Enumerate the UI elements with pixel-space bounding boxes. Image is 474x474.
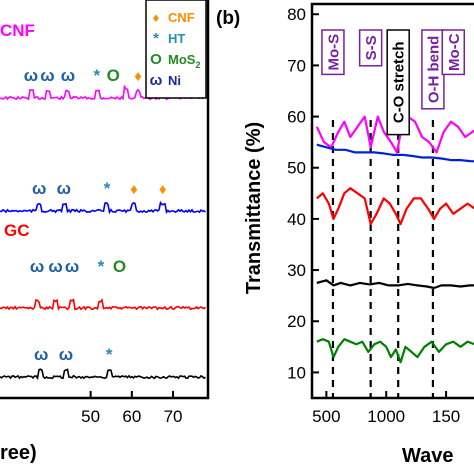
xrd-peak-marker-1-3: ♦ bbox=[130, 181, 138, 198]
legend-label-3: Ni bbox=[168, 73, 181, 88]
xrd-x-tick-label-2: 70 bbox=[164, 407, 183, 426]
xrd-x-ticks: 50 60 70 bbox=[81, 391, 183, 426]
ftir-y-tick-label-5: 60 bbox=[287, 108, 306, 127]
panel-label-b: (b) bbox=[216, 8, 240, 29]
xrd-x-tick-label-0: 50 bbox=[81, 407, 100, 426]
ftir-annotation-1: S-S bbox=[363, 35, 380, 60]
xrd-peak-marker-0-1: ω bbox=[40, 66, 54, 85]
xrd-peak-marker-1-1: ω bbox=[57, 179, 71, 198]
ftir-traces bbox=[315, 115, 474, 364]
ftir-y-tick-label-0: 10 bbox=[287, 363, 306, 382]
ftir-x-tick-label-1: 1000 bbox=[367, 407, 405, 426]
xrd-peak-marker-3-0: ω bbox=[34, 345, 48, 364]
xrd-peak-marker-1-0: ω bbox=[32, 179, 46, 198]
legend-symbol-1: * bbox=[153, 30, 159, 47]
ftir-y-ticks: 10 20 30 40 50 60 70 80 bbox=[287, 5, 319, 382]
xrd-trace-2 bbox=[0, 298, 207, 311]
xrd-x-axis-label: ree) bbox=[0, 442, 37, 464]
legend-symbol-0: ♦ bbox=[153, 10, 160, 25]
ftir-trace-4 bbox=[316, 338, 474, 364]
ftir-x-tick-label-0: 500 bbox=[312, 407, 340, 426]
ftir-x-axis-label: Wave bbox=[402, 445, 454, 467]
ftir-y-tick-label-3: 40 bbox=[287, 210, 306, 229]
xrd-peak-marker-3-1: ω bbox=[59, 345, 73, 364]
xrd-plot-frame bbox=[0, 0, 210, 400]
ftir-trace-3 bbox=[316, 279, 474, 290]
ftir-band-annotations: Mo-S S-S C-O stretch O-H bend Mo-C bbox=[321, 29, 466, 136]
ftir-annotation-0: Mo-S bbox=[325, 34, 342, 71]
ftir-y-axis-label: Transmittance (%) bbox=[243, 122, 265, 294]
ftir-panel: (b) Transmittance (%) 10 20 30 40 50 60 70 80 5… bbox=[216, 2, 474, 467]
legend-label-2: MoS2 bbox=[168, 52, 200, 70]
ftir-annotation-4: Mo-C bbox=[446, 33, 463, 71]
ftir-y-tick-label-1: 20 bbox=[287, 312, 306, 331]
xrd-peak-marker-2-0: ω bbox=[30, 257, 44, 276]
ftir-y-tick-label-2: 30 bbox=[287, 261, 306, 280]
xrd-traces bbox=[0, 84, 207, 380]
xrd-peak-marker-0-5: ♦ bbox=[134, 68, 142, 85]
xrd-legend: ♦ CNF * HT O MoS2 ω Ni bbox=[145, 0, 207, 99]
xrd-legend-box bbox=[145, 0, 207, 99]
ftir-y-tick-label-4: 50 bbox=[287, 159, 306, 178]
legend-symbol-2: O bbox=[150, 51, 162, 68]
xrd-trace-3 bbox=[0, 368, 206, 380]
xrd-series-label-cnf: CNF bbox=[0, 21, 35, 40]
ftir-trace-2 bbox=[316, 187, 474, 226]
xrd-peak-markers: ωωω*O♦♦ωω*♦♦ωωω*Oωω* bbox=[24, 66, 167, 364]
xrd-peak-marker-2-1: ω bbox=[48, 257, 62, 276]
legend-symbol-3: ω bbox=[150, 72, 163, 89]
xrd-peak-marker-2-3: * bbox=[98, 257, 105, 276]
ftir-y-tick-label-7: 80 bbox=[287, 5, 306, 24]
xrd-peak-marker-2-4: O bbox=[113, 257, 126, 276]
legend-label-0: CNF bbox=[168, 10, 195, 25]
ftir-annotation-3: O-H bend bbox=[425, 36, 442, 104]
legend-label-1: HT bbox=[168, 31, 185, 46]
ftir-y-tick-label-6: 70 bbox=[287, 56, 306, 75]
ftir-trace-0 bbox=[315, 115, 474, 154]
ftir-annotation-2: C-O stretch bbox=[391, 41, 408, 123]
ftir-plot-frame bbox=[310, 2, 474, 400]
xrd-peak-marker-0-4: O bbox=[107, 66, 120, 85]
ftir-x-tick-label-2: 150 bbox=[432, 407, 460, 426]
ftir-annotation-box-0 bbox=[321, 29, 345, 76]
xrd-series-label-gc: GC bbox=[4, 221, 30, 240]
xrd-peak-marker-0-0: ω bbox=[24, 66, 38, 85]
xrd-peak-marker-1-2: * bbox=[104, 179, 111, 198]
xrd-peak-marker-0-3: * bbox=[94, 66, 101, 85]
ftir-trace-1 bbox=[316, 143, 474, 163]
ftir-x-ticks: 500 1000 150 bbox=[312, 391, 460, 426]
xrd-peak-marker-2-2: ω bbox=[65, 257, 79, 276]
xrd-trace-1 bbox=[0, 200, 206, 215]
xrd-peak-marker-1-4: ♦ bbox=[159, 181, 167, 198]
xrd-peak-marker-0-2: ω bbox=[61, 66, 75, 85]
ftir-annotation-box-1 bbox=[358, 29, 383, 67]
ftir-annotation-box-4 bbox=[441, 29, 466, 76]
xrd-x-tick-label-1: 60 bbox=[122, 407, 141, 426]
ftir-annotation-box-2 bbox=[386, 29, 410, 136]
xrd-peak-marker-3-2: * bbox=[106, 345, 113, 364]
